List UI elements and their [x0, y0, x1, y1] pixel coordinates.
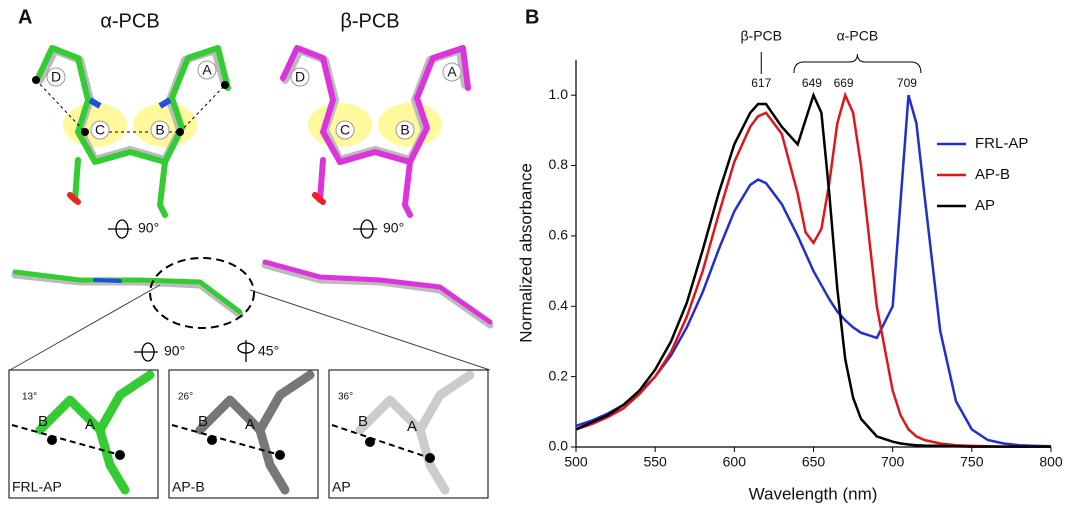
structure-title: α-PCB	[100, 10, 159, 32]
rotation-label: 90°	[383, 220, 404, 236]
ring-label: D	[51, 69, 61, 85]
beta-structure	[280, 45, 471, 218]
ring-label: A	[85, 416, 95, 433]
angle-label: 13°	[22, 392, 37, 403]
ring-label: C	[95, 122, 105, 138]
legend-label: FRL-AP	[975, 135, 1028, 152]
x-tick-label: 600	[723, 454, 747, 470]
ring-label: B	[358, 413, 368, 430]
ring-label: B	[198, 413, 208, 430]
series-line	[575, 91, 1051, 448]
panel-label: A	[18, 6, 32, 28]
series-line	[575, 94, 1052, 448]
ring-label: A	[407, 418, 417, 435]
inset-label: AP	[332, 479, 351, 495]
peak-label: 649	[802, 76, 822, 90]
alpha-structure	[32, 45, 231, 218]
rotation-icons	[108, 219, 377, 362]
peak-label: 709	[897, 76, 917, 90]
annotation: α-PCB	[837, 28, 879, 44]
side-views	[9, 257, 494, 371]
inset-label: FRL-AP	[12, 479, 62, 495]
x-tick-label: 650	[802, 454, 826, 470]
ring-label: D	[295, 69, 305, 85]
x-tick-label: 800	[1039, 454, 1063, 470]
y-tick-label: 0.2	[549, 367, 569, 383]
ring-label: A	[447, 64, 457, 80]
y-tick-label: 1.0	[549, 86, 569, 102]
y-tick-label: 0.4	[549, 297, 569, 313]
x-tick-label: 750	[960, 454, 984, 470]
structure-title: β-PCB	[340, 10, 399, 32]
annotation-brace	[793, 53, 922, 74]
legend-label: AP	[975, 197, 995, 214]
peak-label: 617	[751, 76, 771, 90]
x-tick-label: 500	[564, 454, 588, 470]
annotation: β-PCB	[740, 28, 782, 44]
series-line	[575, 91, 1051, 448]
ring-label: B	[400, 122, 409, 138]
ring-label: B	[155, 122, 164, 138]
panel-label: B	[525, 6, 539, 28]
y-tick-label: 0.8	[549, 156, 569, 172]
ring-label: A	[245, 416, 255, 433]
inset-label: AP-B	[172, 479, 205, 495]
legend-label: AP-B	[975, 166, 1010, 183]
ring-label: B	[38, 413, 48, 430]
angle-label: 26°	[178, 392, 193, 403]
insets	[8, 369, 489, 499]
x-tick-label: 550	[643, 454, 667, 470]
y-tick-label: 0.0	[549, 438, 569, 454]
rotation-label: 90°	[138, 220, 159, 236]
rotation-label: 45°	[258, 343, 279, 359]
angle-label: 36°	[338, 392, 353, 403]
y-axis-label: Normalized absorbance	[516, 163, 535, 343]
x-tick-label: 700	[881, 454, 905, 470]
ring-label: A	[202, 62, 212, 78]
rotation-label: 90°	[164, 343, 185, 359]
x-axis-label: Wavelength (nm)	[749, 484, 878, 503]
y-tick-label: 0.6	[549, 227, 569, 243]
ring-label: C	[340, 122, 350, 138]
peak-label: 669	[834, 76, 854, 90]
